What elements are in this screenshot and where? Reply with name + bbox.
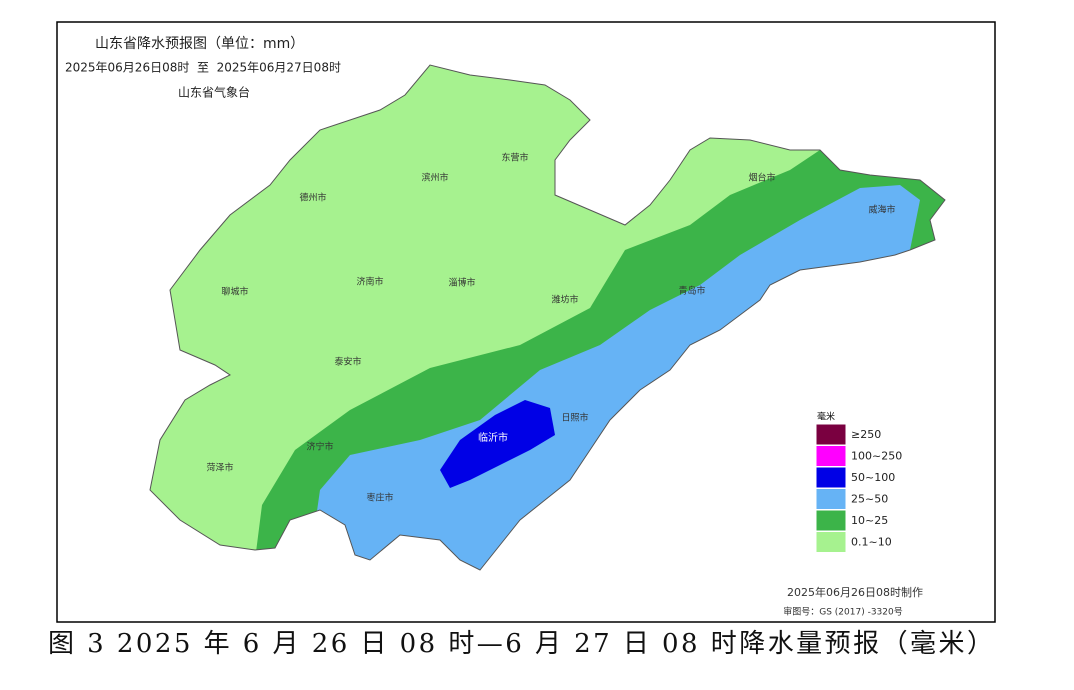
legend-label: 100~250 xyxy=(851,450,902,463)
city-label: 临沂市 xyxy=(478,431,508,444)
legend-title: 毫米 xyxy=(817,411,835,423)
legend: ≥250 100~250 50~100 25~50 10~25 0.1~10 xyxy=(815,423,902,553)
city-label: 枣庄市 xyxy=(366,492,393,504)
legend-swatch xyxy=(815,423,847,446)
legend-label: 0.1~10 xyxy=(851,536,892,549)
city-label: 日照市 xyxy=(561,412,588,424)
made-time: 2025年06月26日08时制作 xyxy=(787,585,923,599)
caption: 图 3 2025 年 6 月 26 日 08 时—6 月 27 日 08 时降水… xyxy=(48,629,993,659)
city-label: 德州市 xyxy=(299,192,326,204)
legend-swatch xyxy=(815,488,847,510)
city-label: 聊城市 xyxy=(221,286,248,298)
legend-swatch xyxy=(815,466,847,489)
city-label: 烟台市 xyxy=(748,172,775,184)
zone-dark-blue xyxy=(440,400,555,488)
map-title: 山东省降水预报图（单位：mm） xyxy=(95,36,304,52)
city-label: 济南市 xyxy=(356,276,383,288)
review-number: 审图号：GS (2017) -3320号 xyxy=(783,606,903,618)
legend-swatch xyxy=(815,445,847,467)
legend-label: 10~25 xyxy=(851,514,888,527)
city-label: 东营市 xyxy=(501,152,528,164)
city-label: 青岛市 xyxy=(678,285,705,297)
map-period: 2025年06月26日08时 至 2025年06月27日08时 xyxy=(65,61,341,75)
legend-swatch xyxy=(815,509,847,532)
province-border xyxy=(149,64,946,571)
city-label: 菏泽市 xyxy=(206,462,233,474)
city-label: 淄博市 xyxy=(448,277,475,289)
legend-label: ≥250 xyxy=(851,428,881,441)
legend-swatch xyxy=(815,531,847,553)
legend-label: 50~100 xyxy=(851,471,895,484)
city-label: 威海市 xyxy=(868,204,895,216)
city-label: 泰安市 xyxy=(334,356,361,368)
legend-label: 25~50 xyxy=(851,493,888,506)
map-issuer: 山东省气象台 xyxy=(178,85,250,100)
city-label: 济宁市 xyxy=(306,441,333,453)
city-label: 潍坊市 xyxy=(551,294,578,306)
city-label: 滨州市 xyxy=(421,172,448,184)
